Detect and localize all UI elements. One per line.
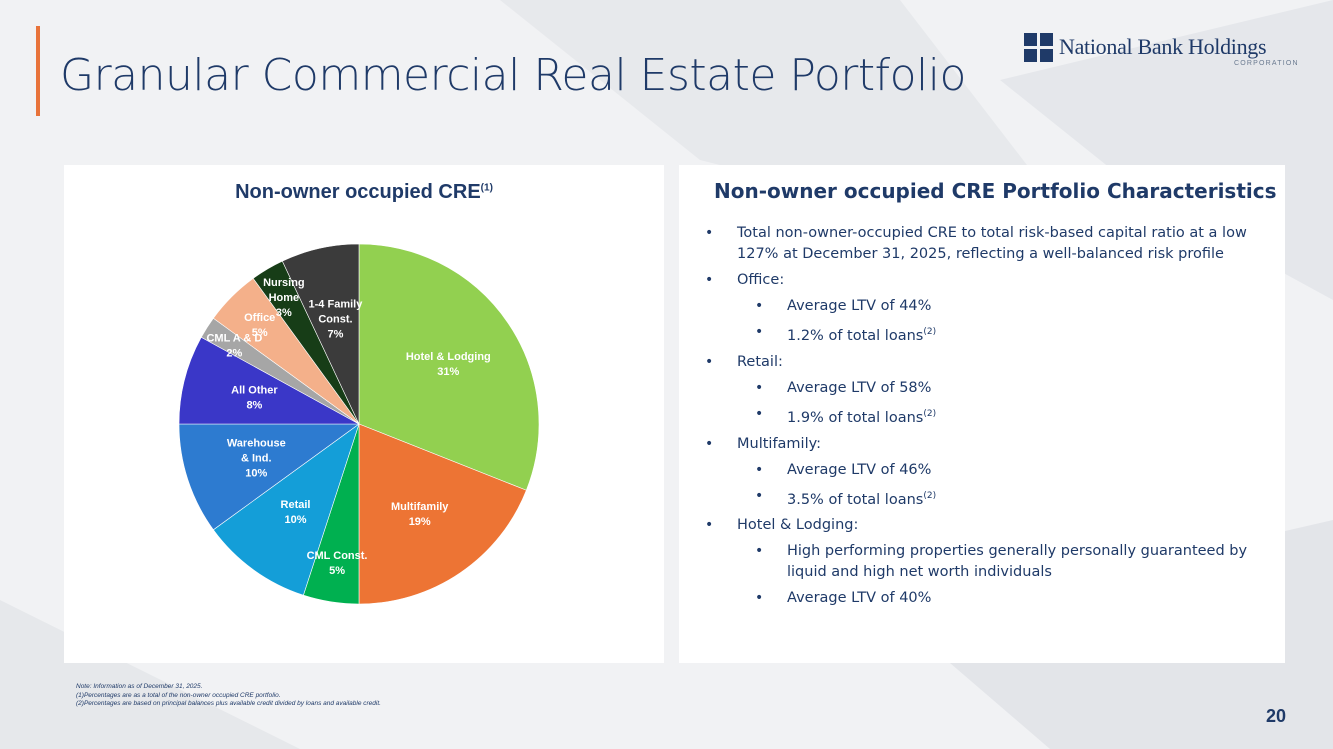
pie-label-warehouse-ind: Warehouse & Ind. 10% [227,437,286,479]
bullet-text: Total non-owner-occupied CRE to total ri… [737,225,1247,262]
pie-label-office: Office 5% [244,312,275,339]
bullet-text: Multifamily: [737,435,822,452]
characteristic-bullet: High performing properties generally per… [679,541,1285,583]
pie-slice-label: 1-4 Family [309,299,364,311]
characteristic-bullet: 1.2% of total loans(2) [679,322,1285,347]
pie-label-1-4-family-const: 1-4 Family Const. 7% [309,299,364,341]
characteristic-bullet: Hotel & Lodging: [679,515,1285,536]
footnote-2: (2)Percentages are based on principal ba… [76,700,381,707]
pie-label-cml-const: CML Const. 5% [307,550,368,577]
pie-slice-label: Retail [281,499,311,511]
characteristics-title: Non-owner occupied CRE Portfolio Charact… [714,179,1277,203]
pie-label-hotel-lodging: Hotel & Lodging 31% [406,351,491,378]
pie-slice-label: Nursing [263,277,305,289]
bullet-footnote-ref: (2) [923,327,937,337]
pie-slice-percent: 10% [245,467,267,479]
footnote-note: Note: Information as of December 31, 202… [76,683,203,690]
characteristics-list: Total non-owner-occupied CRE to total ri… [679,223,1285,614]
page-title: Granular Commercial Real Estate Portfoli… [60,50,966,101]
pie-slice-label: Warehouse [227,437,286,449]
logo-mark-icon [1024,33,1053,62]
bullet-text: Average LTV of 40% [787,590,932,607]
pie-slice-1-4-family-const [281,243,360,425]
bullet-text: 3.5% of total loans [787,491,924,508]
pie-slice-hotel-lodging [358,243,540,491]
pie-slice-label: Multifamily [391,501,449,513]
pie-slice-label: & Ind. [241,452,272,464]
logo-subtitle: CORPORATION [1234,60,1299,67]
chart-panel: Non-owner occupied CRE(1) Hotel & Lodgin… [64,165,664,663]
page-number: 20 [1266,706,1287,726]
pie-label-retail: Retail 10% [281,499,311,526]
bullet-text: 1.9% of total loans [787,409,924,426]
bullet-footnote-ref: (2) [923,408,937,419]
bullet-text: 1.2% of total loans [787,327,924,344]
pie-slice-percent: 2% [226,347,242,359]
chart-title: Non-owner occupied CRE(1) [64,181,664,204]
pie-slice-percent: 8% [246,400,262,412]
chart-title-text: Non-owner occupied CRE [235,181,481,203]
pie-slice-label: Const. [318,314,352,326]
footnotes: Note: Information as of December 31, 202… [76,683,381,709]
chart-title-footnote-ref: (1) [480,182,493,194]
bullet-text: Average LTV of 46% [787,461,932,478]
bullet-footnote-ref: (2) [923,490,937,501]
pie-slice-label: All Other [231,385,278,397]
characteristic-bullet: Total non-owner-occupied CRE to total ri… [679,223,1285,265]
characteristic-bullet: Retail: [679,352,1285,373]
bullet-text: Retail: [737,353,783,370]
characteristic-bullet: Average LTV of 46% [679,460,1285,481]
pie-slice-percent: 31% [437,366,459,378]
pie-slice-label: Hotel & Lodging [406,351,491,363]
characteristics-panel: Non-owner occupied CRE Portfolio Charact… [679,165,1285,663]
company-logo: National Bank Holdings CORPORATION [1024,33,1304,73]
characteristic-bullet: Office: [679,270,1285,291]
characteristic-bullet: Average LTV of 44% [679,296,1285,317]
pie-slice-retail [212,423,360,596]
bullet-text: High performing properties generally per… [787,543,1248,581]
bullet-text: Average LTV of 44% [787,298,932,314]
pie-slice-all-other [178,336,360,425]
pie-slice-label: Home [269,292,300,304]
pie-slice-label: CML A & D [206,332,262,344]
pie-slice-label: Office [244,312,275,324]
pie-slice-warehouse-ind [178,423,360,531]
characteristic-bullet: Average LTV of 58% [679,378,1285,399]
characteristic-bullet: 1.9% of total loans(2) [679,404,1285,429]
pie-slice-percent: 19% [409,516,431,528]
pie-slice-percent: 3% [276,307,292,319]
pie-chart: Hotel & Lodging 31% Multifamily 19% CML Cons… [178,243,540,605]
pie-label-all-other: All Other 8% [231,385,278,412]
pie-slice-percent: 5% [329,565,345,577]
characteristic-bullet: Multifamily: [679,434,1285,455]
pie-label-cml-a-d: CML A & D 2% [206,332,262,359]
pie-slice-percent: 5% [252,327,268,339]
bullet-text: Hotel & Lodging: [737,517,859,534]
characteristic-bullet: Average LTV of 40% [679,588,1285,609]
pie-slice-multifamily [358,423,527,605]
pie-label-nursing-home: Nursing Home 3% [263,277,305,319]
pie-label-multifamily: Multifamily 19% [391,501,449,528]
footnote-1: (1)Percentages are as a total of the non… [76,691,281,699]
pie-slice-label: CML Const. [307,550,368,562]
characteristic-bullet: 3.5% of total loans(2) [679,486,1285,511]
pie-slice-percent: 10% [285,514,307,526]
logo-name: National Bank Holdings [1059,34,1267,59]
bullet-text: Office: [737,272,785,288]
title-accent-bar [36,26,40,116]
bullet-text: Average LTV of 58% [787,379,932,396]
pie-slice-percent: 7% [327,329,343,341]
